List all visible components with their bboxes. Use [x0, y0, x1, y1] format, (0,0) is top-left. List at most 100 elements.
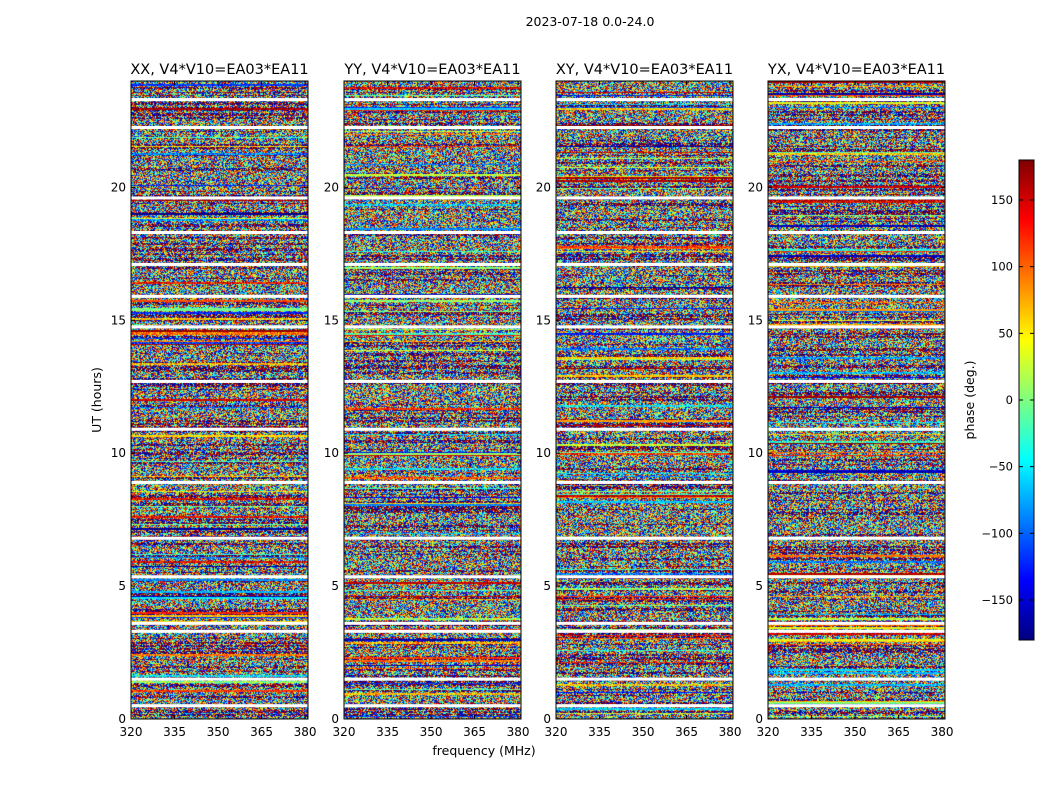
x-tick-label: 320 — [757, 725, 780, 739]
x-tick-label: 380 — [507, 725, 530, 739]
colorbar-tick-label: 50 — [998, 326, 1013, 340]
colorbar-label: phase (deg.) — [962, 361, 977, 440]
y-tick-label: 0 — [755, 712, 763, 726]
flagged-row — [344, 427, 521, 431]
flagged-row — [131, 536, 308, 540]
panel-title: XX, V4*V10=EA03*EA11 — [130, 62, 308, 78]
y-tick-label: 20 — [324, 180, 339, 194]
heatmap-image — [131, 81, 308, 719]
x-tick-label: 350 — [844, 725, 867, 739]
flagged-row — [131, 480, 308, 484]
flagged-row — [556, 126, 733, 130]
y-tick-label: 5 — [331, 579, 339, 593]
flagged-row — [344, 536, 521, 540]
flagged-row — [556, 294, 733, 298]
flagged-row — [131, 262, 308, 266]
flagged-row — [556, 262, 733, 266]
flagged-row — [768, 480, 945, 484]
flagged-row — [768, 231, 945, 235]
y-tick-label: 20 — [111, 180, 126, 194]
heatmap-image — [344, 81, 521, 719]
panel-title: XY, V4*V10=EA03*EA11 — [556, 62, 733, 78]
x-tick-label: 335 — [376, 725, 399, 739]
flagged-row — [131, 325, 308, 329]
flagged-row — [344, 98, 521, 102]
flagged-row — [556, 231, 733, 235]
flagged-row — [344, 196, 521, 200]
y-tick-label: 0 — [543, 712, 551, 726]
y-tick-label: 15 — [748, 313, 763, 327]
panel-title: YX, V4*V10=EA03*EA11 — [767, 62, 945, 78]
flagged-row — [768, 575, 945, 579]
panel-frame — [767, 80, 946, 720]
flagged-row — [131, 379, 308, 383]
flagged-row — [768, 621, 945, 625]
figure-suptitle: 2023-07-18 0.0-24.0 — [526, 14, 655, 29]
flagged-row — [131, 704, 308, 708]
flagged-row — [344, 621, 521, 625]
x-tick-label: 335 — [800, 725, 823, 739]
x-tick-label: 380 — [294, 725, 317, 739]
x-tick-label: 320 — [120, 725, 143, 739]
y-tick-label: 10 — [748, 446, 763, 460]
flagged-row — [131, 98, 308, 102]
y-tick-label: 10 — [111, 446, 126, 460]
x-axis-label: frequency (MHz) — [432, 743, 535, 758]
heatmap-image — [768, 81, 945, 719]
y-tick-label: 0 — [331, 712, 339, 726]
flagged-row — [768, 126, 945, 130]
flagged-row — [131, 621, 308, 625]
flagged-row — [768, 704, 945, 708]
y-tick-label: 20 — [748, 180, 763, 194]
flagged-row — [768, 294, 945, 298]
flagged-row — [556, 677, 733, 681]
panel-frame — [130, 80, 309, 720]
flagged-row — [344, 677, 521, 681]
flagged-row — [556, 621, 733, 625]
flagged-row — [344, 294, 521, 298]
flagged-row — [131, 196, 308, 200]
colorbar-tick-label: 100 — [991, 260, 1013, 274]
flagged-row — [344, 575, 521, 579]
panel-xy: XY, V4*V10=EA03*EA11 320 335 350 365 380 0 5 10 1… — [536, 62, 742, 739]
flagged-row — [344, 629, 521, 633]
y-tick-label: 5 — [755, 579, 763, 593]
y-axis-label: UT (hours) — [89, 367, 104, 433]
flagged-row — [344, 231, 521, 235]
flagged-row — [768, 262, 945, 266]
panel-frame — [343, 80, 522, 720]
x-tick-label: 365 — [250, 725, 273, 739]
x-tick-label: 350 — [207, 725, 230, 739]
y-tick-label: 10 — [324, 446, 339, 460]
flagged-row — [556, 629, 733, 633]
x-tick-label: 320 — [333, 725, 356, 739]
heatmap-image — [556, 81, 733, 719]
y-tick-label: 5 — [118, 579, 126, 593]
flagged-row — [556, 379, 733, 383]
flagged-row — [556, 536, 733, 540]
flagged-row — [344, 704, 521, 708]
y-tick-label: 20 — [536, 180, 551, 194]
x-tick-label: 350 — [632, 725, 655, 739]
y-tick-label: 10 — [536, 446, 551, 460]
panel-frame — [555, 80, 734, 720]
colorbar: 150 100 50 0 −50 −100 −150 — [981, 159, 1035, 641]
panel-xx: XX, V4*V10=EA03*EA11 320 335 350 365 380 0 5 10 1… — [111, 62, 317, 739]
panel-yx: YX, V4*V10=EA03*EA11 320 335 350 365 380 0 5 10 1… — [748, 62, 954, 739]
y-tick-label: 15 — [324, 313, 339, 327]
flagged-row — [556, 98, 733, 102]
flagged-row — [556, 575, 733, 579]
flagged-row — [131, 575, 308, 579]
x-tick-label: 350 — [420, 725, 443, 739]
x-tick-label: 365 — [463, 725, 486, 739]
flagged-row — [768, 325, 945, 329]
x-tick-label: 320 — [545, 725, 568, 739]
x-tick-label: 380 — [719, 725, 742, 739]
flagged-row — [344, 480, 521, 484]
y-tick-label: 15 — [111, 313, 126, 327]
flagged-row — [556, 704, 733, 708]
flagged-row — [556, 427, 733, 431]
flagged-row — [344, 379, 521, 383]
flagged-row — [768, 98, 945, 102]
